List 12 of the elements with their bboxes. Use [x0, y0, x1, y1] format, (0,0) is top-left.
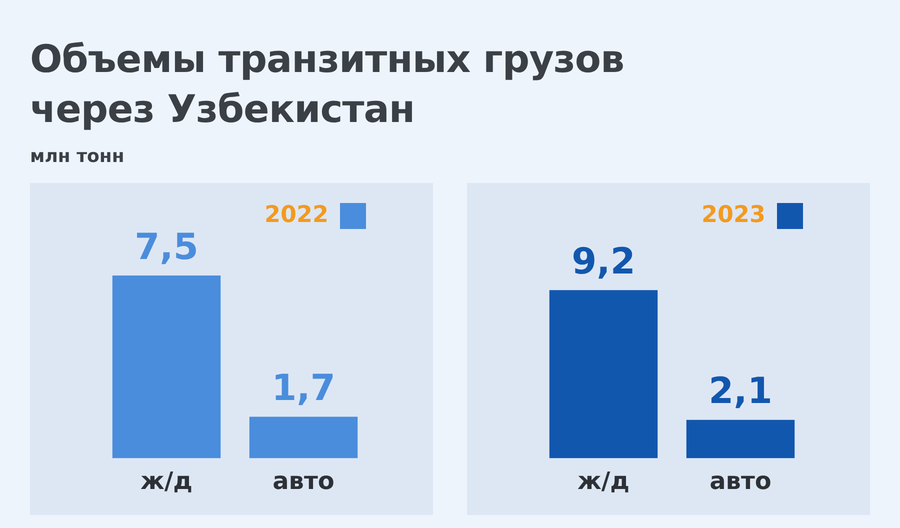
x-tick-label: ж/д	[140, 466, 193, 495]
data-label: 2,1	[708, 371, 772, 412]
data-label: 1,7	[272, 368, 336, 410]
legend-label: 2022	[264, 202, 328, 228]
x-tick-label: авто	[710, 466, 772, 495]
chart-subtitle: млн тонн	[30, 146, 124, 167]
x-tick-label: ж/д	[577, 466, 630, 495]
x-tick-label: авто	[272, 466, 334, 495]
legend-label: 2023	[701, 202, 766, 228]
data-label: 9,2	[572, 242, 636, 283]
chart-title: Объемы транзитных грузов через Узбекистан	[30, 36, 624, 133]
data-label: 7,5	[134, 226, 198, 268]
